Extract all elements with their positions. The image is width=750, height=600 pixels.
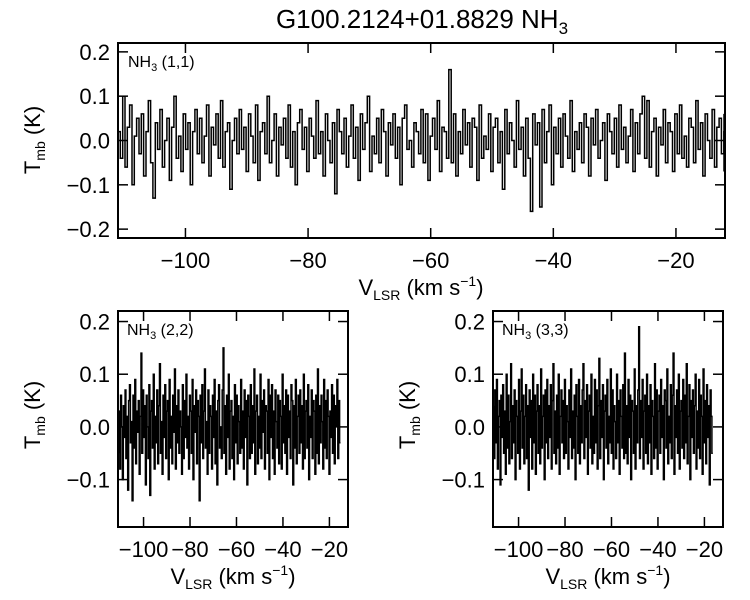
y-tick-label: 0.0 (454, 415, 485, 440)
x-axis-label-main: V (358, 275, 373, 300)
y-tick-label: −0.1 (67, 468, 110, 493)
plot-frame (117, 310, 349, 528)
y-axis-label-main: T (20, 436, 45, 449)
x-axis-label-close: ) (288, 564, 295, 589)
panel-label: NH3 (2,2) (127, 322, 194, 342)
x-axis-label-units: (km s (212, 564, 272, 589)
x-tick-label: −80 (289, 248, 326, 273)
x-axis-label-main: V (545, 564, 560, 589)
x-axis-label-main: V (170, 564, 185, 589)
x-tick-label: −80 (171, 537, 208, 562)
y-tick-label: 0.2 (454, 310, 485, 335)
x-tick-label: −60 (593, 537, 630, 562)
y-tick-label: −0.1 (67, 173, 110, 198)
y-tick-label: 0.0 (79, 129, 110, 154)
x-axis-label-superscript: −1 (460, 273, 476, 289)
spectrum-line (119, 68, 725, 213)
y-axis-label: Tmb (K) (20, 381, 48, 449)
panel-label-main: NH (127, 322, 150, 339)
y-tick-label: 0.1 (79, 84, 110, 109)
panel-label-rest: (2,2) (156, 322, 193, 339)
x-tick-label: −60 (218, 537, 255, 562)
y-axis-label-subscript: mb (407, 416, 423, 436)
panel-nh3-11: NH3 (1,1) VLSR (km s−1) Tmb (K) −100 −80 −… (20, 40, 726, 303)
x-axis-label-subscript: LSR (373, 287, 400, 303)
y-tick-label: 0.1 (454, 362, 485, 387)
x-tick-label: −40 (639, 537, 676, 562)
x-tick-label: −40 (535, 248, 572, 273)
x-tick-label: −20 (686, 537, 723, 562)
panel-label: NH3 (1,1) (128, 54, 195, 74)
x-axis-label: VLSR (km s−1) (545, 562, 670, 592)
panel-label-rest: (1,1) (157, 54, 194, 71)
x-axis-label-superscript: −1 (647, 562, 663, 578)
y-axis-label-units: (K) (20, 381, 45, 416)
panel-nh3-33: NH3 (3,3) VLSR (km s−1) Tmb (K) −100 −80−… (395, 310, 724, 592)
panel-label-subscript: 3 (525, 330, 531, 342)
x-axis-label: VLSR (km s−1) (358, 273, 483, 303)
spectrum-line (118, 347, 341, 502)
figure-title-subscript: 3 (559, 19, 568, 38)
panel-label-main: NH (502, 322, 525, 339)
y-axis-label-main: T (20, 161, 45, 174)
x-axis-label-units: (km s (400, 275, 460, 300)
x-axis-label-subscript: LSR (560, 576, 587, 592)
x-tick-label: −100 (119, 537, 169, 562)
y-tick-label: 0.2 (79, 40, 110, 65)
x-tick-label: −60 (412, 248, 449, 273)
x-tick-label: −100 (494, 537, 544, 562)
panel-label-subscript: 3 (151, 62, 157, 74)
y-axis-label-subscript: mb (32, 141, 48, 161)
y-axis-label-units: (K) (20, 106, 45, 141)
x-tick-label: −40 (264, 537, 301, 562)
x-tick-label: −20 (311, 537, 348, 562)
panel-label-rest: (3,3) (531, 322, 568, 339)
y-axis-label-main: T (395, 436, 420, 449)
panel-label-subscript: 3 (150, 330, 156, 342)
plot-frame (492, 310, 724, 528)
y-axis-label: Tmb (K) (395, 381, 423, 449)
x-axis-label-superscript: −1 (272, 562, 288, 578)
x-axis-label-close: ) (476, 275, 483, 300)
y-tick-label: −0.1 (442, 468, 485, 493)
panel-label-main: NH (128, 54, 151, 71)
figure-title: G100.2124+01.8829 NH3 (276, 4, 568, 38)
x-tick-label: −20 (657, 248, 694, 273)
y-axis-label-units: (K) (395, 381, 420, 416)
x-tick-label: −80 (546, 537, 583, 562)
x-axis-label-units: (km s (587, 564, 647, 589)
figure-title-main: G100.2124+01.8829 NH (276, 4, 559, 34)
y-tick-label: 0.0 (79, 415, 110, 440)
panel-label: NH3 (3,3) (502, 322, 569, 342)
y-axis-label: Tmb (K) (20, 106, 48, 174)
x-axis-label-subscript: LSR (185, 576, 212, 592)
x-axis-label: VLSR (km s−1) (170, 562, 295, 592)
y-tick-label: −0.2 (67, 217, 110, 242)
spectrum-line (493, 326, 713, 491)
y-tick-label: 0.1 (79, 362, 110, 387)
x-tick-label: −100 (161, 248, 211, 273)
panel-nh3-22: NH3 (2,2) VLSR (km s−1) Tmb (K) −100 −80−… (20, 310, 349, 592)
y-tick-label: 0.2 (79, 310, 110, 335)
x-axis-label-close: ) (663, 564, 670, 589)
y-axis-label-subscript: mb (32, 416, 48, 436)
